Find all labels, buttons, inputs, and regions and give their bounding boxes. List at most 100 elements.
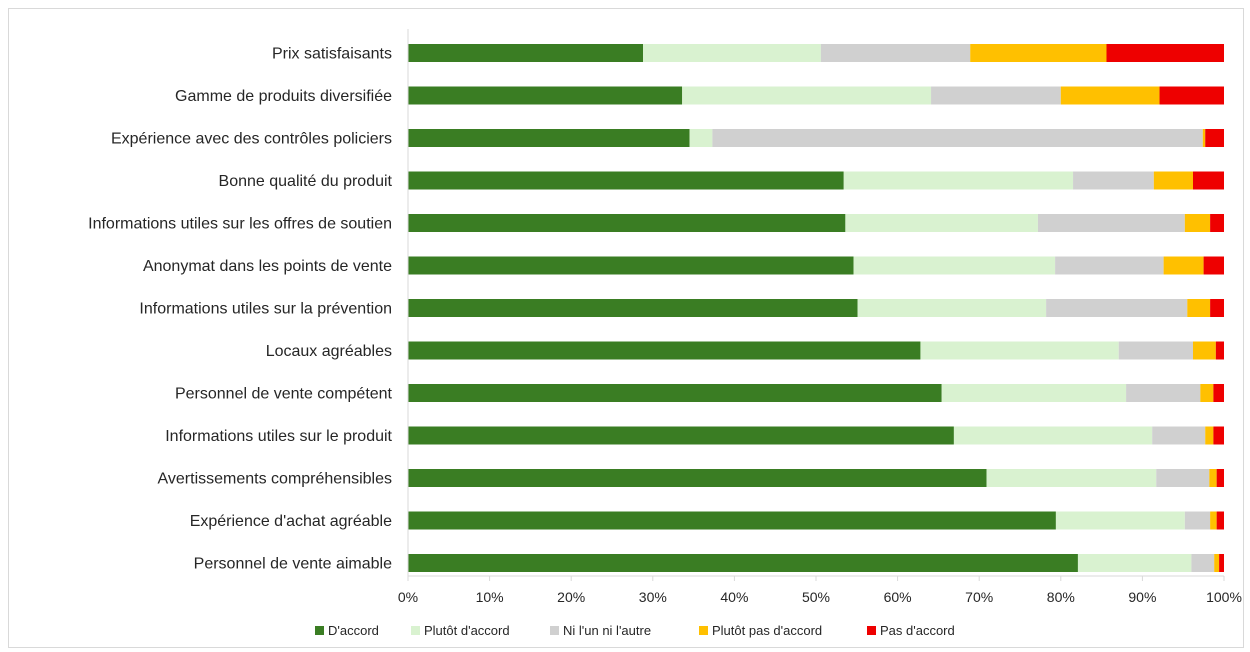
bar-segment (682, 86, 932, 105)
bar-segment (857, 299, 1047, 317)
bar-segment (853, 256, 1056, 275)
bar-segment (1192, 341, 1216, 360)
x-tick-label: 30% (639, 589, 667, 605)
category-label: Personnel de vente compétent (175, 386, 393, 403)
bar-segment (408, 129, 690, 147)
bar-segment (941, 384, 1127, 402)
category-label: Anonymat dans les points de vente (143, 258, 392, 275)
x-tick-label: 60% (884, 589, 912, 605)
legend-swatch (867, 626, 876, 635)
bar-segment (1060, 86, 1160, 105)
category-labels: Prix satisfaisants Gamme de produits dive… (88, 46, 392, 573)
x-tick-label: 40% (720, 589, 748, 605)
category-label: Informations utiles sur le produit (165, 428, 392, 445)
bar-segment (1055, 511, 1185, 530)
category-label: Expérience avec des contrôles policiers (111, 131, 392, 148)
legend-label: D'accord (328, 623, 379, 638)
bar-segment (843, 171, 1074, 190)
bar-segment (1216, 469, 1224, 487)
category-label: Informations utiles sur la prévention (139, 301, 392, 318)
stacked-bar-chart: Prix satisfaisants Gamme de produits dive… (88, 29, 1242, 638)
bar-segment (1200, 384, 1214, 402)
bar-segment (1055, 256, 1164, 275)
bar-segment (1192, 171, 1224, 190)
bar-segment (1073, 171, 1154, 190)
bar-segment (408, 171, 844, 190)
chart-frame: Prix satisfaisants Gamme de produits dive… (8, 8, 1244, 648)
bar-segment (1213, 426, 1224, 445)
bar-segment (1213, 384, 1224, 402)
bar-segment (408, 341, 921, 360)
bar-segment (845, 214, 1038, 232)
x-tick-label: 10% (476, 589, 504, 605)
legend-swatch (315, 626, 324, 635)
x-tick-label: 0% (398, 589, 418, 605)
bar-segment (920, 341, 1119, 360)
category-label: Expérience d'achat agréable (190, 513, 392, 530)
bar-segment (953, 426, 1153, 445)
bar-segment (1046, 299, 1188, 317)
category-label: Personnel de vente aimable (194, 556, 392, 573)
bar-segment (970, 44, 1107, 62)
legend-swatch (411, 626, 420, 635)
bar-segment (408, 554, 1078, 572)
bar-segment (1106, 44, 1224, 62)
legend-label: Pas d'accord (880, 623, 955, 638)
bar-segment (1187, 299, 1211, 317)
x-axis: 0% 10% 20% 30% 40% 50% 60% 70% 80% 90% 100% (398, 29, 1242, 605)
bar-segment (1163, 256, 1204, 275)
x-tick-label: 80% (1047, 589, 1075, 605)
x-tick-label: 70% (965, 589, 993, 605)
bar-segment (408, 384, 942, 402)
bar-segment (1205, 129, 1224, 147)
bar-segment (408, 426, 954, 445)
category-label: Gamme de produits diversifiée (175, 88, 392, 105)
bar-segment (1159, 86, 1224, 105)
bar-segment (1203, 256, 1224, 275)
bar-segment (1184, 511, 1211, 530)
bar-segment (1210, 214, 1224, 232)
x-tick-label: 90% (1128, 589, 1156, 605)
bars-layer (408, 44, 1224, 572)
bar-segment (1214, 554, 1220, 572)
bar-segment (1205, 426, 1214, 445)
legend-label: Ni l'un ni l'autre (563, 623, 651, 638)
bar-segment (408, 256, 854, 275)
legend-label: Plutôt pas d'accord (712, 623, 822, 638)
bar-segment (408, 86, 683, 105)
bar-segment (689, 129, 713, 147)
bar-segment (820, 44, 971, 62)
bar-segment (1126, 384, 1201, 402)
category-label: Informations utiles sur les offres de so… (88, 216, 392, 233)
bar-segment (1077, 554, 1192, 572)
bar-segment (931, 86, 1061, 105)
bar-segment (408, 214, 846, 232)
bar-segment (408, 299, 858, 317)
bar-segment (1210, 511, 1217, 530)
bar-segment (408, 469, 987, 487)
bar-segment (1215, 341, 1224, 360)
bar-segment (408, 44, 644, 62)
bar-segment (1156, 469, 1210, 487)
bar-segment (408, 511, 1056, 530)
bar-segment (1219, 554, 1224, 572)
x-tick-label: 50% (802, 589, 830, 605)
bar-segment (712, 129, 1203, 147)
bar-segment (1037, 214, 1185, 232)
legend-label: Plutôt d'accord (424, 623, 510, 638)
legend: D'accord Plutôt d'accord Ni l'un ni l'autr… (315, 623, 955, 638)
legend-swatch (699, 626, 708, 635)
bar-segment (1153, 171, 1193, 190)
category-label: Bonne qualité du produit (219, 173, 393, 190)
category-label: Prix satisfaisants (272, 46, 392, 63)
bar-segment (986, 469, 1157, 487)
bar-segment (1210, 299, 1224, 317)
category-label: Locaux agréables (266, 343, 392, 360)
bar-segment (1209, 469, 1217, 487)
bar-segment (1202, 129, 1206, 147)
bar-segment (1184, 214, 1211, 232)
x-tick-label: 100% (1206, 589, 1242, 605)
category-label: Avertissements compréhensibles (158, 471, 392, 488)
bar-segment (1191, 554, 1215, 572)
x-tick-label: 20% (557, 589, 585, 605)
